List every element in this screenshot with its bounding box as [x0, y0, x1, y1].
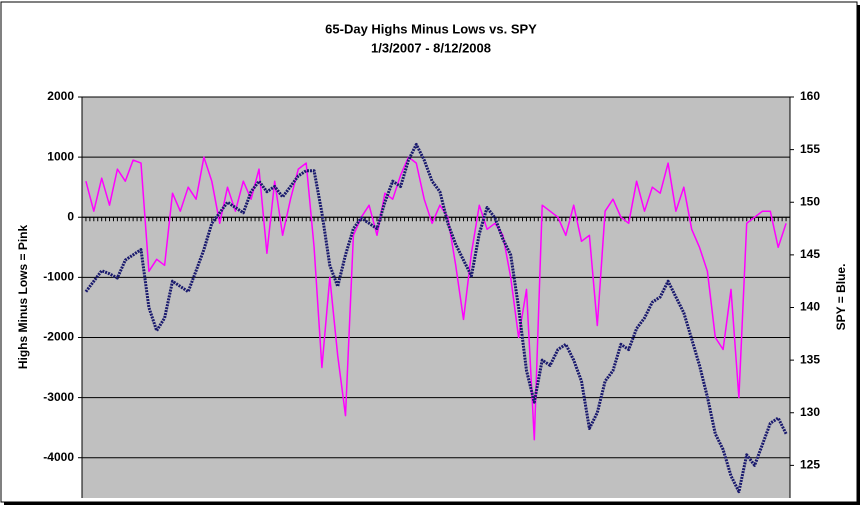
y-tick-label: 0	[67, 209, 74, 223]
y2-tick-label: 135	[800, 352, 820, 366]
y-tick-label: -1000	[43, 270, 74, 284]
y-tick-label: -4000	[43, 450, 74, 464]
y-tick-label: -2000	[43, 330, 74, 344]
y-tick-label: 1000	[47, 149, 74, 163]
y2-tick-label: 130	[800, 405, 820, 419]
y-tick-label: -3000	[43, 390, 74, 404]
chart-title: 65-Day Highs Minus Lows vs. SPY	[325, 21, 537, 36]
y-axis-label: Highs Minus Lows = Pink	[16, 225, 30, 370]
y2-tick-label: 145	[800, 247, 820, 261]
plot-area	[82, 97, 790, 498]
series-line	[84, 142, 788, 494]
y-tick-label: 2000	[47, 89, 74, 103]
y2-tick-label: 155	[800, 142, 820, 156]
y2-tick-label: 125	[800, 458, 820, 472]
y2-tick-label: 150	[800, 194, 820, 208]
y2-tick-label: 160	[800, 89, 820, 103]
chart-subtitle: 1/3/2007 - 8/12/2008	[371, 40, 491, 55]
series-line	[85, 156, 787, 441]
y2-axis-label: SPY = Blue.	[834, 264, 848, 331]
y2-tick-label: 140	[800, 300, 820, 314]
